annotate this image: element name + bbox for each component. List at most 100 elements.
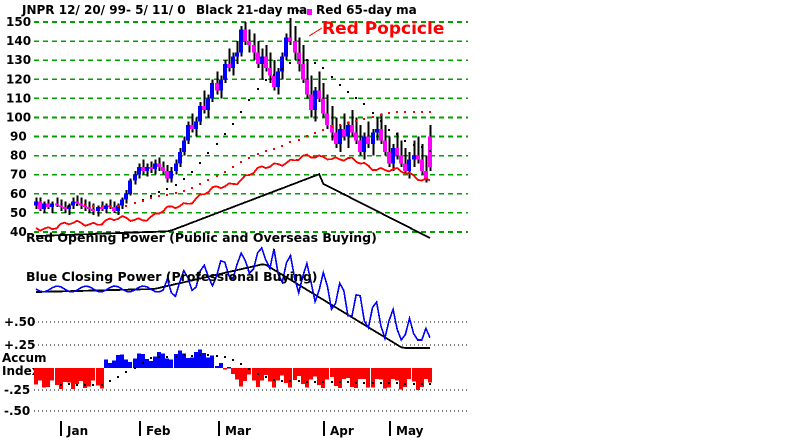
ma-dot [175,192,178,195]
candle-down [157,163,161,168]
accum-ma-dot [413,383,416,386]
ma-dot [158,191,161,194]
candle-down [288,37,292,42]
accum-ma-dot [421,383,424,386]
candle-down [297,52,301,64]
accum-bar-negative [59,368,63,389]
candle-up [338,128,342,145]
candle-up [407,159,411,171]
ma-dot [257,153,260,156]
candle-down [301,64,305,80]
ma-dot [92,205,95,208]
ma-dot [134,202,137,205]
candle-up [96,207,100,211]
month-label: Apr [330,424,354,438]
ma-dot [183,178,186,181]
ma-dot [331,76,334,79]
candle-down [350,125,354,133]
y-axis-tick-label: 70 [10,168,27,182]
accum-index-label-line2: Index [2,364,40,378]
candle-up [391,148,395,164]
month-label: May [396,424,424,438]
accum-bar-positive [194,352,198,368]
ma-dot [199,162,202,165]
ma-dot [150,195,153,198]
candle-up [104,205,108,210]
accum-bar-negative [321,368,325,388]
candle-down [420,159,424,171]
candle-down [227,64,231,68]
ma-dot [347,122,350,125]
ma-dot [306,59,309,62]
accum-bar-negative [358,368,362,380]
accum-bar-positive [153,356,157,368]
candle-up [42,203,46,210]
y-axis-tick-label: 100 [6,110,31,124]
candle-down [38,201,42,210]
candle-up [235,52,239,57]
y-axis-tick-label: 140 [6,34,31,48]
month-label: Jan [66,424,88,438]
candle-down [264,56,268,68]
ma-dot [404,111,407,114]
accum-bar-negative [231,368,235,375]
accum-bar-positive [157,351,161,368]
ma-dot [199,183,202,186]
accum-bar-negative [342,368,346,380]
ma-dot [380,120,383,123]
accum-bar-negative [87,368,91,387]
accum-bar-positive [165,358,169,368]
accum-ma-dot [191,355,194,358]
accum-ma-dot [240,363,243,366]
ma-dot [166,188,169,191]
ma-dot [421,111,424,114]
accum-bar-positive [112,360,116,368]
accum-ma-dot [331,381,334,384]
ma-dot [421,146,424,149]
ma-dot [68,205,71,208]
accum-ma-dot [175,356,178,359]
ma-dot [150,197,153,200]
candle-down [100,207,104,210]
ma-dot [388,112,391,115]
candle-up [260,56,264,64]
y-axis-tick-label: 90 [10,130,27,144]
candle-down [149,167,153,169]
accum-bar-negative [239,368,243,387]
candle-down [215,83,219,91]
accum-bar-positive [174,354,178,368]
accum-bar-negative [420,368,424,387]
accum-ma-dot [207,354,210,357]
ma-dot [273,74,276,77]
y-axis-tick-label: 130 [6,53,31,67]
candle-down [424,170,428,179]
candle-down [325,113,329,126]
accum-ma-dot [117,376,120,379]
ma-dot [273,148,276,151]
candle-down [112,207,116,211]
accum-bar-negative [362,368,366,379]
accum-ma-dot [68,383,71,386]
candle-up [71,201,75,206]
ma-dot [281,68,284,71]
ma-dot [175,184,178,187]
accum-bar-negative [100,368,104,389]
candle-down [383,140,387,152]
accum-ma-line [60,354,432,387]
opening-power-annotation: Red Opening Power (Public and Overseas B… [26,230,377,245]
accum-ma-dot [273,379,276,382]
accum-bar-negative [407,368,411,379]
candle-down [161,167,165,171]
ma-dot [248,157,251,160]
accum-bar-negative [354,368,358,388]
accum-ma-dot [92,384,95,387]
ma-dot [388,129,391,132]
accum-bar-negative [75,368,79,385]
ma-dot [240,111,243,114]
accum-bar-positive [137,353,141,368]
accum-bar-negative [280,368,284,376]
candle-up [34,201,38,206]
accum-bar-positive [178,350,182,368]
candle-up [50,203,54,208]
